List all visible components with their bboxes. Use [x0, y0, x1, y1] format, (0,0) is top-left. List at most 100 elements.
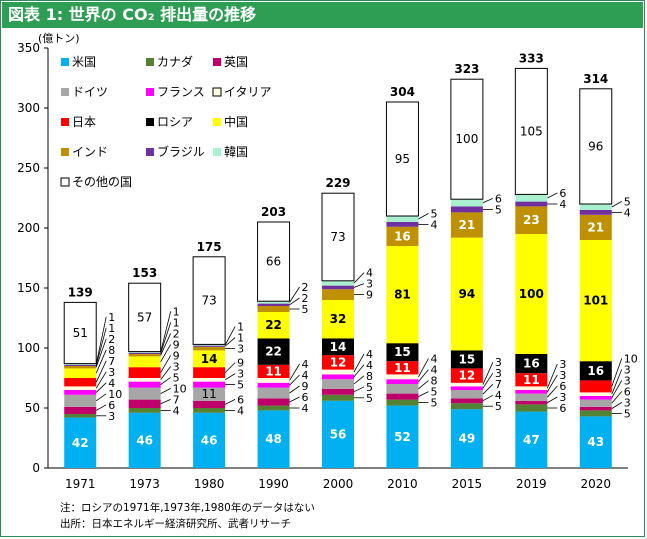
bar-segment: [515, 373, 548, 387]
total-label: 203: [261, 205, 286, 219]
y-tick-label: 250: [17, 161, 40, 175]
bar-segment: [63, 301, 97, 365]
bar-segment: [322, 388, 354, 395]
side-label: 4: [624, 206, 631, 219]
leader-line: [353, 364, 365, 378]
leader-line: [224, 337, 236, 347]
segment-label: 100: [519, 287, 544, 301]
bar-segment: [257, 364, 290, 378]
side-label: 10: [624, 352, 638, 365]
leader-line: [160, 311, 172, 353]
bar-segment: [64, 368, 97, 378]
bar-segment: [322, 355, 354, 370]
bar-segment: [515, 393, 548, 401]
side-label: 9: [237, 357, 244, 370]
bar-segment: [193, 346, 226, 351]
side-label: 2: [302, 292, 309, 305]
leader-line: [482, 394, 494, 402]
bar-segment: [128, 399, 161, 408]
side-label: 9: [173, 349, 180, 362]
bar-segment: [579, 416, 612, 468]
segment-label: 14: [330, 340, 347, 354]
side-label: 4: [430, 218, 437, 231]
bar-segment: [128, 352, 161, 354]
side-label: 3: [624, 374, 631, 387]
bar-segment: [579, 406, 612, 411]
x-tick-label: 2010: [387, 477, 418, 491]
segment-label: 22: [265, 318, 282, 332]
side-label: 3: [624, 396, 631, 409]
segment-label: 96: [588, 139, 603, 153]
bar-segment: [128, 356, 161, 368]
bar-segment: [193, 381, 226, 388]
bar-segment: [257, 378, 290, 383]
legend-swatch: [61, 118, 69, 126]
bar-segment: [386, 393, 419, 400]
x-tick-label: 1990: [258, 477, 289, 491]
total-label: 333: [519, 51, 544, 65]
segment-label: 94: [459, 287, 476, 301]
bar-segment: [193, 367, 226, 378]
y-tick-label: 350: [17, 41, 40, 55]
bar-segment: [257, 221, 291, 302]
bar-segment: [386, 246, 419, 344]
bar-segment: [450, 206, 483, 213]
side-label: 5: [366, 381, 373, 394]
bar-segment: [128, 282, 162, 353]
side-label: 5: [302, 303, 309, 316]
leader-line: [353, 375, 365, 385]
side-label: 3: [559, 369, 566, 382]
y-tick-label: 50: [25, 401, 40, 415]
legend-swatch: [213, 58, 221, 66]
bar-segment: [322, 400, 354, 468]
legend-swatch: [146, 148, 154, 156]
side-label: 7: [173, 393, 180, 406]
bar-segment: [257, 410, 290, 468]
bar-segment: [128, 381, 161, 388]
leader-line: [611, 201, 622, 208]
side-label: 4: [302, 402, 309, 415]
side-label: 4: [173, 404, 180, 417]
segment-label: 14: [201, 352, 218, 366]
side-label: 9: [302, 380, 309, 393]
leader-line: [418, 391, 429, 397]
bar-segment: [515, 400, 548, 405]
bar-segment: [386, 405, 419, 468]
side-label: 1: [173, 305, 180, 318]
bar-segment: [257, 405, 290, 411]
side-label: 4: [559, 198, 566, 211]
side-label: 4: [366, 267, 373, 280]
bar-segment: [450, 382, 483, 387]
leader-line: [418, 358, 429, 377]
leader-line: [611, 391, 623, 404]
bar-segment: [193, 412, 226, 468]
total-label: 323: [454, 62, 479, 76]
segment-label: 21: [459, 218, 476, 232]
bar-segment: [515, 404, 548, 412]
x-tick-label: 2015: [452, 477, 483, 491]
leader-line: [160, 377, 171, 385]
x-tick-label: 2020: [581, 477, 612, 491]
segment-label: 105: [520, 124, 543, 138]
side-label: 3: [624, 363, 631, 376]
bar-segment: [386, 361, 419, 375]
segment-label: 15: [459, 352, 476, 366]
bar-segment: [193, 344, 226, 346]
leader-line: [96, 404, 107, 411]
legend-label: 米国: [72, 55, 96, 69]
bar-segment: [64, 394, 97, 407]
bar-segment: [386, 222, 419, 227]
bar-segment: [515, 354, 548, 374]
bar-segment: [257, 303, 290, 306]
bar-segment: [257, 387, 290, 399]
segment-label: 56: [330, 427, 347, 441]
total-label: 175: [197, 240, 222, 254]
bar-segment: [450, 386, 483, 390]
bar-segment: [322, 394, 354, 401]
bar-segment: [450, 237, 483, 351]
y-tick-label: 300: [17, 101, 40, 115]
segment-label: 49: [459, 432, 476, 446]
bar-segment: [386, 343, 419, 362]
leader-line: [546, 363, 558, 389]
legend-label: 英国: [224, 55, 248, 69]
